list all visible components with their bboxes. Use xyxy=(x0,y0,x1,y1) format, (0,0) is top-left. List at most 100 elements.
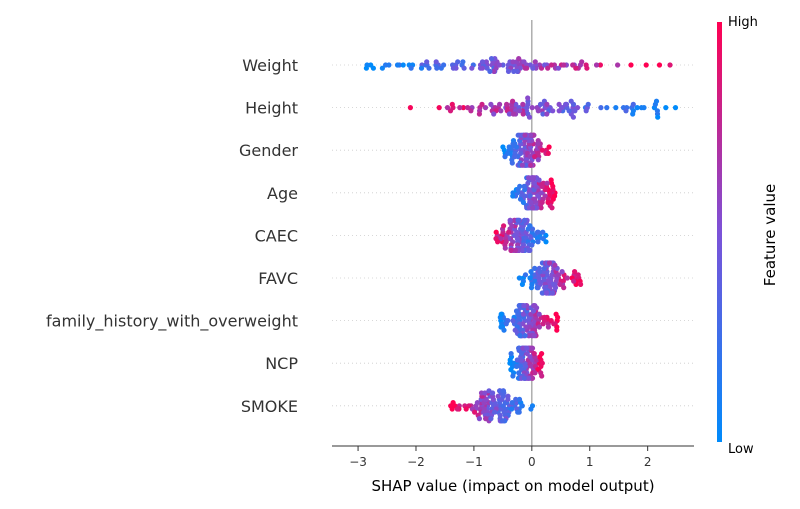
shap-point xyxy=(460,59,466,65)
shap-point xyxy=(630,111,636,117)
colorbar-high-label: High xyxy=(728,15,758,30)
shap-point xyxy=(539,351,545,357)
feature-label: family_history_with_overweight xyxy=(46,312,298,332)
shap-point xyxy=(653,98,660,104)
shap-point xyxy=(540,321,546,327)
shap-point xyxy=(546,144,552,150)
shap-point xyxy=(539,199,545,205)
shap-point xyxy=(510,373,516,379)
shap-point xyxy=(615,62,621,68)
shap-point xyxy=(522,217,528,223)
shap-point xyxy=(522,132,528,138)
shap-point xyxy=(535,285,541,291)
shap-point xyxy=(572,108,578,114)
shap-point xyxy=(449,101,455,107)
shap-point xyxy=(504,101,510,107)
shap-point xyxy=(520,199,527,205)
shap-point xyxy=(585,101,591,107)
shap-point xyxy=(461,65,467,71)
shap-point xyxy=(538,65,545,71)
shap-point xyxy=(568,98,574,104)
shap-point xyxy=(579,59,585,65)
shap-point xyxy=(468,108,474,114)
shap-point xyxy=(573,65,579,71)
shap-point xyxy=(515,132,521,138)
shap-point xyxy=(529,375,535,381)
shap-point xyxy=(520,321,526,327)
shap-point xyxy=(509,406,515,412)
shap-point xyxy=(379,65,385,71)
shap-point xyxy=(519,403,525,409)
shap-point xyxy=(539,290,545,296)
shap-point xyxy=(465,105,471,111)
shap-point xyxy=(436,105,442,111)
dots-layer xyxy=(363,56,679,424)
shap-point xyxy=(509,400,515,406)
shap-point xyxy=(418,65,425,71)
shap-point xyxy=(532,154,538,160)
shap-point xyxy=(525,175,532,181)
shap-point xyxy=(497,101,503,107)
shap-point xyxy=(500,62,506,68)
shap-point xyxy=(557,281,563,287)
shap-point xyxy=(510,318,516,324)
shap-point xyxy=(540,111,546,117)
shap-point xyxy=(479,101,485,107)
shap-point xyxy=(546,260,553,266)
x-tick-label: 0 xyxy=(528,455,536,469)
shap-point xyxy=(521,303,527,309)
shap-point xyxy=(552,193,558,199)
feature-label: Height xyxy=(245,99,298,118)
x-tick-label: −2 xyxy=(407,455,425,469)
shap-point xyxy=(370,65,376,71)
shap-point xyxy=(529,242,535,248)
shap-point xyxy=(549,205,555,211)
shap-point xyxy=(529,105,535,111)
shap-point xyxy=(667,62,673,68)
shap-point xyxy=(539,147,545,153)
colorbar-title: Feature value xyxy=(761,184,779,286)
shap-point xyxy=(516,217,522,223)
shap-point xyxy=(438,65,444,71)
shap-point xyxy=(550,290,556,296)
shap-point xyxy=(535,108,541,114)
shap-point xyxy=(514,68,521,74)
shap-point xyxy=(536,324,543,330)
colorbar-gradient xyxy=(717,22,722,442)
shap-point xyxy=(638,105,645,111)
shap-point xyxy=(510,193,516,199)
shap-point xyxy=(476,111,482,117)
shap-point xyxy=(517,183,523,189)
shap-point xyxy=(564,275,570,281)
shap-point xyxy=(534,229,541,235)
feature-label: CAEC xyxy=(255,226,298,245)
shap-point xyxy=(532,265,538,271)
shap-point xyxy=(528,285,535,291)
x-axis-title: SHAP value (impact on model output) xyxy=(371,477,654,495)
shap-point xyxy=(511,217,517,223)
shap-point xyxy=(516,56,522,62)
shap-point xyxy=(498,108,504,114)
shap-point xyxy=(556,272,562,278)
shap-point xyxy=(623,108,629,114)
shap-point xyxy=(522,272,529,278)
shap-point xyxy=(499,418,505,424)
shap-point xyxy=(536,311,542,317)
shap-point xyxy=(541,314,548,320)
shap-point xyxy=(363,65,369,71)
shap-point xyxy=(542,62,548,68)
shap-point xyxy=(505,68,512,74)
feature-label: FAVC xyxy=(258,269,298,288)
shap-point xyxy=(487,68,493,74)
shap-point xyxy=(528,406,534,412)
shap-point xyxy=(496,62,502,68)
shap-point xyxy=(394,62,401,68)
shap-point xyxy=(514,357,520,363)
shap-point xyxy=(501,223,507,229)
feature-label: Weight xyxy=(242,56,298,75)
shap-point xyxy=(516,275,523,281)
shap-point xyxy=(488,56,495,62)
shap-point xyxy=(527,223,533,229)
shap-point xyxy=(552,262,558,268)
shap-point xyxy=(479,65,485,71)
